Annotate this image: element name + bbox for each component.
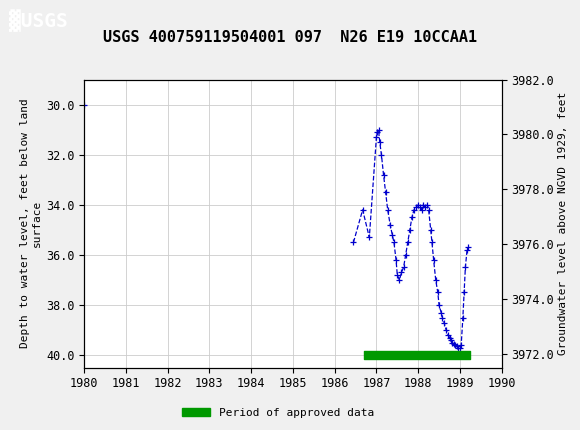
Legend: Period of approved data: Period of approved data bbox=[178, 403, 379, 422]
Y-axis label: Depth to water level, feet below land
surface: Depth to water level, feet below land su… bbox=[20, 99, 42, 348]
Text: ▓USGS: ▓USGS bbox=[9, 9, 67, 32]
Text: USGS 400759119504001 097  N26 E19 10CCAA1: USGS 400759119504001 097 N26 E19 10CCAA1 bbox=[103, 30, 477, 45]
Y-axis label: Groundwater level above NGVD 1929, feet: Groundwater level above NGVD 1929, feet bbox=[559, 92, 568, 355]
